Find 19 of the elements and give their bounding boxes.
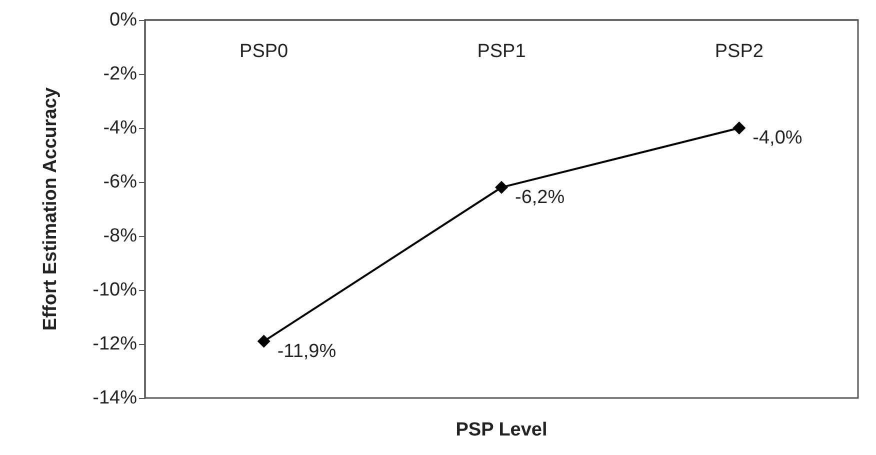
data-label: -6,2% (515, 186, 565, 208)
point (257, 334, 270, 348)
y-tick-label: 0% (110, 10, 138, 30)
x-tick-label: PSP1 (477, 41, 526, 62)
x-axis-title: PSP Level (456, 420, 548, 440)
point (495, 180, 508, 194)
y-tick-label: -2% (103, 64, 138, 84)
y-tick-label: -6% (103, 172, 138, 192)
x-tick-label: PSP2 (714, 41, 764, 62)
data-label: -4,0% (752, 128, 802, 148)
y-tick-label: -4% (103, 118, 138, 138)
y-axis-title: Effort Estimation Accuracy (40, 86, 61, 331)
y-tick-label: -14% (92, 388, 138, 408)
y-tick-label: -8% (103, 226, 138, 246)
data-label: -11,9% (277, 340, 336, 362)
y-tick-label: -12% (92, 334, 138, 354)
point (732, 122, 746, 134)
y-tick-label: -10% (92, 280, 138, 300)
x-tick-label: PSP0 (240, 41, 288, 62)
